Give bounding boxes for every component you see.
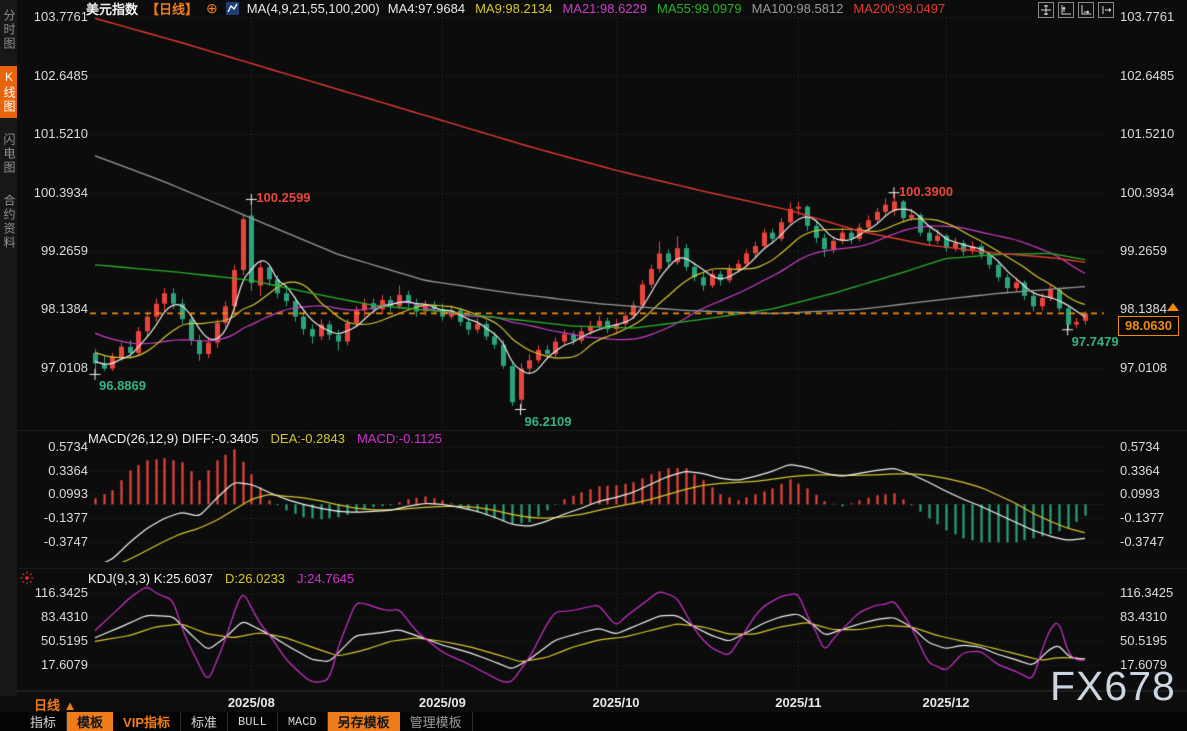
macd-title-and-diff: MACD(26,12,9) DIFF:-0.3405 (88, 431, 259, 446)
extreme-price-annotation: 100.2599 (256, 190, 311, 206)
tab-标准[interactable]: 标准 (181, 712, 229, 731)
extreme-price-annotation: 97.7479 (1071, 333, 1119, 349)
x-axis-label: 2025/11 (775, 695, 822, 710)
y-axis-tick-right: 98.1384 (1120, 301, 1167, 317)
scale-y-axis-icon[interactable] (1058, 2, 1074, 18)
extreme-price-annotation: 96.2109 (524, 413, 572, 429)
y-axis-tick-left: 103.7761 (33, 9, 88, 24)
y-axis-tick-left: -0.3747 (43, 533, 88, 549)
indicator-alert-icon[interactable] (20, 571, 34, 590)
y-axis-tick-left: 102.6485 (33, 67, 88, 83)
tab-MACD[interactable]: MACD (278, 712, 328, 731)
kdj-panel-header: KDJ(9,3,3) K:25.6037 D:26.0233 J:24.7645 (88, 571, 354, 586)
y-axis-tick-left: 0.5734 (48, 438, 88, 454)
pan-icon[interactable] (1038, 2, 1054, 18)
y-axis-tick-left: 0.0993 (48, 486, 88, 502)
tab-VIP指标[interactable]: VIP指标 (113, 712, 181, 731)
x-axis-row: 日线 ▲ 2025/08 2025/09 2025/10 2025/11 2025/12 (0, 691, 1187, 713)
y-axis-tick-right: 0.5734 (1120, 438, 1160, 454)
kdj-j-value: J:24.7645 (297, 571, 355, 586)
watermark: FX678 (1050, 663, 1176, 709)
y-axis-tick-left: 101.5210 (33, 126, 88, 141)
y-axis-tick-left: 98.1384 (41, 301, 88, 317)
chart-header: 美元指数 【日线】 ⊕ MA(4,9,21,55,100,200) MA4:97… (86, 0, 945, 17)
y-axis-tick-right: 116.3425 (1120, 585, 1174, 600)
macd-dea-value: DEA:-0.2843 (270, 431, 345, 446)
bottom-tab-bar: 指标 模板 VIP指标 标准 BULL MACD 另存模板 管理模板 (0, 712, 1187, 731)
tab-指标[interactable]: 指标 (20, 712, 68, 731)
chart-type-icon[interactable] (225, 2, 239, 15)
y-axis-tick-right: 101.5210 (1120, 126, 1175, 141)
y-axis-tick-right: 99.2659 (1120, 243, 1167, 258)
kdj-d-value: D:26.0233 (225, 571, 286, 586)
y-axis-tick-right: 100.3934 (1120, 184, 1175, 200)
y-axis-tick-right: 50.5195 (1120, 633, 1167, 648)
y-axis-tick-left: 116.3425 (34, 585, 88, 600)
tab-管理模板[interactable]: 管理模板 (400, 712, 473, 731)
shift-right-icon[interactable] (1098, 2, 1114, 18)
ma-value-label: MA200:99.0497 (853, 1, 946, 16)
ma-value-label: MA55:99.0979 (657, 1, 742, 16)
kdj-title-and-k: KDJ(9,3,3) K:25.6037 (88, 571, 214, 586)
y-axis-tick-left: 83.4310 (41, 609, 88, 624)
ma-values-group: MA4:97.9684 MA9:98.2134 MA21:98.6229 MA55:9… (388, 1, 945, 16)
y-axis-tick-right: 102.6485 (1120, 67, 1175, 83)
y-axis-tick-left: 97.0108 (41, 360, 88, 375)
y-axis-tick-right: -0.3747 (1120, 533, 1165, 549)
y-axis-tick-right: 103.7761 (1120, 9, 1175, 24)
y-axis-tick-left: 99.2659 (41, 243, 88, 258)
sidebar-item-合约资料[interactable]: 合约资料 (2, 194, 16, 250)
macd-panel-header: MACD(26,12,9) DIFF:-0.3405 DEA:-0.2843 M… (88, 431, 442, 446)
y-axis-tick-right: 0.3364 (1120, 462, 1160, 478)
x-axis-label: 2025/12 (922, 695, 970, 710)
y-axis-tick-right: 83.4310 (1120, 609, 1167, 624)
sidebar-item-K线图[interactable]: K线图 (0, 66, 17, 118)
sidebar-item-分时图[interactable]: 分时图 (2, 9, 16, 51)
ma-value-label: MA21:98.6229 (562, 1, 648, 16)
y-axis-tick-right: 17.6079 (1120, 657, 1167, 672)
extreme-price-annotation: 96.8869 (99, 378, 146, 394)
tab-模板[interactable]: 模板 (67, 712, 114, 731)
period-dropdown[interactable]: 日线 ▲ (34, 698, 77, 713)
y-axis-tick-left: -0.1377 (43, 510, 88, 526)
ma-value-label: MA4:97.9684 (387, 1, 466, 16)
x-axis-label: 2025/08 (227, 695, 275, 710)
macd-hist-value: MACD:-0.1125 (356, 431, 442, 446)
y-axis-tick-right: 0.0993 (1120, 486, 1160, 502)
extreme-price-annotation: 100.3900 (898, 183, 954, 199)
current-price-tag: 98.0630 (1118, 316, 1179, 337)
x-axis-label: 2025/10 (592, 695, 640, 710)
zoom-plus-icon[interactable]: ⊕ (206, 0, 218, 16)
y-axis-tick-left: 17.6079 (41, 657, 88, 672)
ma-settings-label[interactable]: MA(4,9,21,55,100,200) (246, 1, 380, 16)
ma-value-label: MA100:98.5812 (751, 1, 844, 16)
y-axis-tick-left: 50.5195 (41, 633, 88, 648)
symbol-title: 美元指数 (86, 2, 139, 17)
period-tag[interactable]: 【日线】 (146, 2, 199, 17)
tab-另存模板[interactable]: 另存模板 (327, 712, 400, 731)
tab-BULL[interactable]: BULL (228, 712, 278, 731)
y-axis-tick-right: 97.0108 (1120, 360, 1167, 375)
y-axis-tick-left: 100.3934 (33, 184, 88, 200)
y-axis-tick-left: 0.3364 (48, 462, 88, 478)
ma-value-label: MA9:98.2134 (475, 1, 553, 16)
x-axis-label: 2025/09 (418, 695, 466, 710)
chart-toolbar-icons (1038, 2, 1114, 18)
scale-x-axis-icon[interactable] (1078, 2, 1094, 18)
sidebar-item-闪电图[interactable]: 闪电图 (2, 133, 16, 175)
price-up-arrow-icon (1167, 303, 1179, 312)
left-sidebar: 分时图 K线图闪电图合约资料 (0, 0, 17, 696)
y-axis-tick-right: -0.1377 (1120, 510, 1165, 526)
